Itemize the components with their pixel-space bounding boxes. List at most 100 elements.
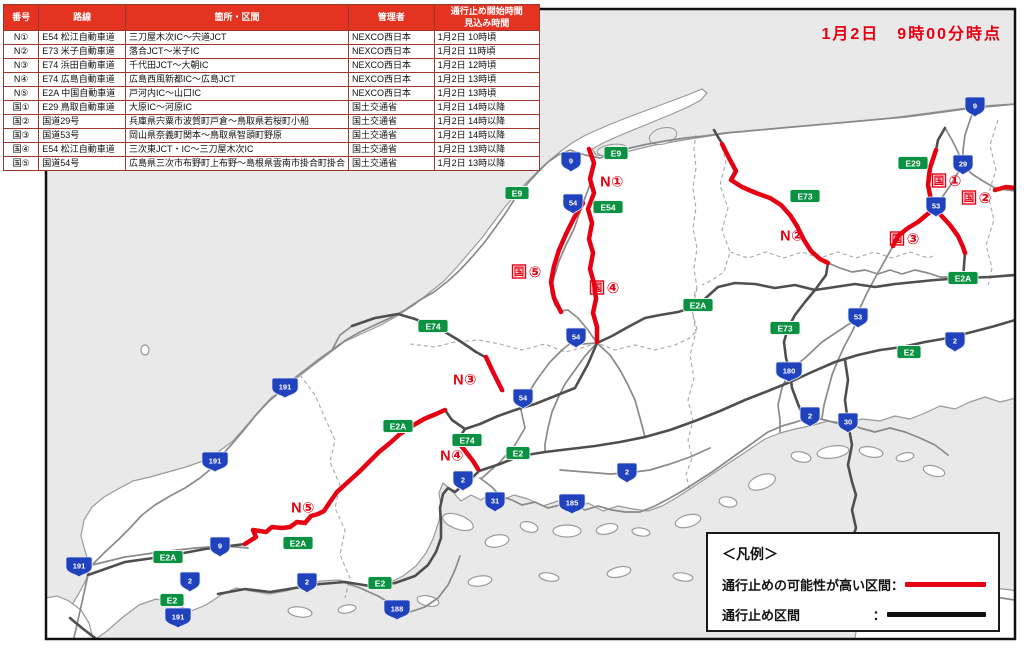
route-shield-54: 54 — [565, 327, 587, 349]
route-shield-number: 2 — [808, 412, 812, 421]
route-shield-53: 53 — [925, 196, 947, 218]
label-prefix: 国 — [592, 282, 603, 294]
closure-table-cell: NEXCO西日本 — [348, 30, 435, 45]
route-shield-2: 2 — [944, 331, 966, 353]
route-shield-191: 191 — [65, 556, 93, 578]
label-prefix: 国 — [964, 192, 975, 204]
closure-table-cell: 1月2日 14時以降 — [433, 100, 541, 115]
closure-table-cell: 1月2日 13時以降 — [433, 142, 541, 157]
route-shield-191: 191 — [164, 607, 192, 629]
closure-label-N⑤: N⑤ — [291, 501, 314, 517]
col-header-time-line1: 通行止め開始時間 — [450, 6, 523, 17]
closure-table-cell: 広島西風新都IC〜広島JCT — [124, 72, 350, 87]
label-box — [589, 280, 605, 295]
route-shield-number: 54 — [569, 199, 578, 208]
closure-table-row: 国① E29 鳥取自動車道 大原IC〜河原IC 国土交通省 1月2日 14時以降 — [2, 100, 541, 115]
shield-background — [603, 146, 629, 160]
shield-label: E73 — [777, 324, 792, 334]
closure-table-cell: 三刀屋木次IC〜宍道JCT — [124, 30, 350, 45]
shield-label: E74 — [425, 322, 440, 332]
route-shield-29: 29 — [952, 154, 974, 176]
route-shield-shape — [616, 462, 638, 484]
label-number: ③ — [907, 231, 920, 248]
closure-table-cell: N① — [2, 30, 40, 45]
route-shield-number: 31 — [491, 497, 499, 506]
closure-line-K3 — [890, 209, 933, 249]
route-shield-shape — [164, 607, 192, 629]
route-shield-180: 180 — [775, 361, 803, 383]
label-prefix: 国 — [514, 266, 525, 278]
closure-table-cell: E74 広島自動車道 — [38, 72, 126, 87]
route-shield-shape — [560, 151, 582, 173]
closure-table-cell: 国道29号 — [38, 114, 126, 129]
shield-background — [282, 536, 314, 550]
label-text: N① — [600, 175, 624, 191]
closure-table-body: N① E54 松江自動車道 三刀屋木次IC〜宍道JCT NEXCO西日本 1月2日 10… — [2, 30, 541, 171]
shield-label: E2 — [904, 348, 915, 358]
route-shield-number: 53 — [854, 313, 862, 322]
closure-table-cell: N② — [2, 44, 40, 59]
route-shield-shape — [558, 493, 586, 515]
shield-background — [451, 433, 483, 447]
closure-line-N3 — [483, 354, 505, 393]
closure-table-cell: 1月2日 13時頃 — [433, 72, 541, 87]
closure-table-cell: 千代田JCT〜大朝IC — [124, 58, 350, 73]
closure-table-cell: 1月2日 14時以降 — [433, 114, 541, 129]
route-shield-30: 30 — [837, 412, 859, 434]
legend-item-colon: ： — [891, 578, 905, 593]
prefecture-boundaries — [299, 119, 999, 599]
shield-background — [682, 298, 714, 312]
closure-table-cell: NEXCO西日本 — [348, 44, 435, 59]
expressway-shield-E2: E2 — [367, 576, 393, 590]
shield-background — [417, 319, 449, 333]
closure-table-cell: 兵庫県宍粟市波賀町戸倉〜鳥取県若桜町小船 — [124, 114, 350, 129]
shield-background — [769, 321, 801, 335]
route-shield-shape — [952, 154, 974, 176]
route-shield-shape — [201, 451, 229, 473]
label-prefix: 国 — [892, 233, 903, 245]
route-shield-number: 30 — [844, 418, 852, 427]
label-number: ⑤ — [529, 264, 542, 281]
closure-table-cell: NEXCO西日本 — [348, 58, 435, 73]
shield-background — [159, 593, 185, 607]
expressway-shields-group: E9E9E54E73E73E74E74E29E2AE2AE2AE2AE2AE2E… — [152, 146, 979, 607]
closure-table-row: 国③ 国道53号 岡山県奈義町関本〜鳥取県智頭町野原 国土交通省 1月2日 14時以降 — [2, 128, 541, 143]
closure-table: 番号 路線 箇所・区間 管理者 通行止め開始時間 見込み時間 N① E54 松江自… — [2, 4, 541, 171]
route-shield-number: 54 — [519, 394, 528, 403]
route-shield-number: 9 — [569, 157, 573, 166]
route-shield-54: 54 — [512, 388, 534, 410]
route-shield-number: 191 — [209, 457, 222, 466]
label-box — [961, 190, 977, 205]
closure-table-cell: E29 鳥取自動車道 — [38, 100, 126, 115]
route-shield-shape — [296, 572, 318, 594]
closure-table-cell: 落合JCT〜米子IC — [124, 44, 350, 59]
closure-line-N2 — [719, 141, 831, 266]
route-shields-group: 9 54 54 54 9 29 53 53 180 2 2 30 2 31 185 2 191 191 191 9 2 1… — [65, 96, 986, 629]
route-shield-shape — [775, 361, 803, 383]
shield-label: E29 — [905, 159, 920, 169]
route-shield-188: 188 — [383, 599, 411, 621]
label-text: N④ — [440, 449, 464, 465]
closure-line-K2 — [992, 184, 1014, 193]
label-number: ④ — [607, 280, 620, 297]
closure-table-cell: 国道53号 — [38, 128, 126, 143]
closure-table-row: N① E54 松江自動車道 三刀屋木次IC〜宍道JCT NEXCO西日本 1月2日 10… — [2, 30, 541, 45]
shield-label: E2A — [955, 274, 972, 284]
closure-table-cell: 国土交通省 — [348, 156, 435, 171]
route-shield-shape — [179, 571, 201, 593]
closure-label-N③: N③ — [453, 373, 477, 389]
closure-table-cell: 1月2日 13時以降 — [433, 156, 541, 171]
shield-label: E2A — [290, 539, 307, 549]
closure-table-row: N② E73 米子自動車道 落合JCT〜米子IC NEXCO西日本 1月2日 11時頃 — [2, 44, 541, 59]
label-text: N③ — [453, 373, 477, 389]
route-shield-shape — [484, 491, 506, 513]
route-shield-185: 185 — [558, 493, 586, 515]
closure-table-cell: 国土交通省 — [348, 128, 435, 143]
expressway-shield-E73: E73 — [789, 189, 821, 203]
shield-label: E2A — [160, 553, 177, 563]
route-shield-shape — [925, 196, 947, 218]
closure-table-cell: E2A 中国自動車道 — [38, 86, 126, 101]
route-shield-53: 53 — [847, 307, 869, 329]
route-shield-number: 2 — [625, 468, 629, 477]
